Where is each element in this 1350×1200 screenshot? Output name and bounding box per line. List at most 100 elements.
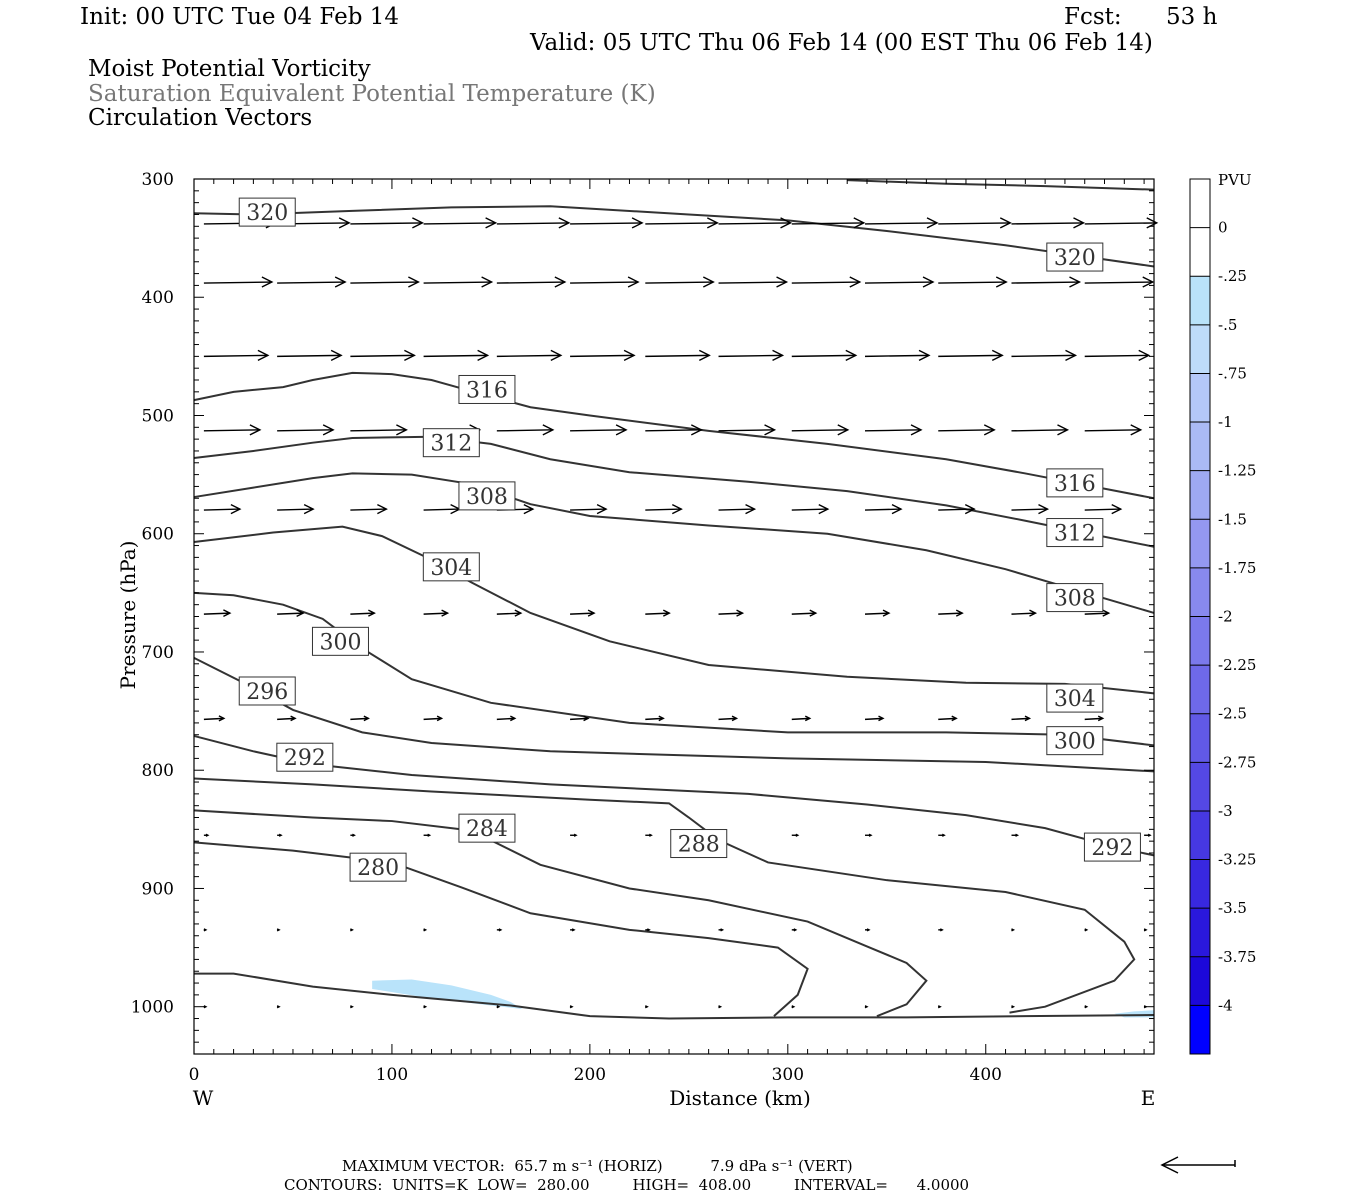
colorbar-swatch bbox=[1190, 1005, 1210, 1054]
circulation-vector bbox=[1084, 609, 1111, 617]
colorbar-swatch bbox=[1190, 227, 1210, 277]
circulation-vector bbox=[569, 1005, 574, 1009]
circulation-vector bbox=[1144, 833, 1152, 837]
contour-labels: 320 320 316 316 312 312 308 308 304 304 300 300 296 2… bbox=[238, 197, 1141, 882]
reference-vector-icon bbox=[1160, 1156, 1236, 1174]
colorbar-label: -.25 bbox=[1218, 267, 1247, 285]
circulation-vector bbox=[350, 276, 420, 288]
contour-line-312 bbox=[193, 435, 1155, 548]
colorbar-label: -.75 bbox=[1218, 364, 1247, 382]
circulation-vector bbox=[938, 349, 1004, 361]
init-time: Init: 00 UTC Tue 04 Feb 14 bbox=[80, 4, 400, 30]
theta-es-contours bbox=[193, 179, 1155, 1020]
circulation-vector bbox=[1011, 1005, 1016, 1009]
circulation-vector bbox=[1084, 424, 1143, 436]
y-tick-label: 300 bbox=[142, 170, 174, 190]
circulation-vector bbox=[570, 276, 640, 288]
circulation-vector bbox=[350, 503, 388, 515]
circulation-vector bbox=[791, 609, 818, 617]
circulation-vector bbox=[938, 833, 946, 837]
circulation-vector bbox=[1084, 1005, 1089, 1009]
circulation-vector bbox=[276, 928, 281, 932]
contour-line-296 bbox=[193, 656, 1155, 773]
contour-label: 292 bbox=[1091, 836, 1133, 861]
contour-label-box bbox=[422, 552, 480, 582]
circulation-vector bbox=[350, 217, 424, 229]
circulation-vector bbox=[718, 503, 757, 515]
circulation-vector bbox=[645, 609, 671, 617]
circulation-vector bbox=[938, 217, 1012, 229]
plot-frame bbox=[193, 178, 1155, 1055]
circulation-vector bbox=[203, 424, 262, 436]
contour-line-300 bbox=[193, 591, 1155, 747]
circulation-vector bbox=[570, 503, 608, 515]
circulation-vector bbox=[645, 503, 683, 515]
circulation-vector bbox=[350, 833, 356, 837]
contour-label-box bbox=[1046, 518, 1104, 548]
circulation-vector bbox=[423, 833, 432, 837]
contour-label-box bbox=[458, 481, 516, 511]
circulation-vector bbox=[645, 276, 715, 288]
circulation-vector bbox=[496, 217, 571, 229]
circulation-vector bbox=[496, 424, 555, 436]
mpv-shading bbox=[372, 979, 1154, 1018]
colorbar-swatch bbox=[1190, 616, 1210, 666]
circulation-vector bbox=[496, 928, 503, 932]
circulation-vector bbox=[718, 424, 777, 436]
circulation-vector bbox=[1084, 928, 1089, 932]
y-axis-label: Pressure (hPa) bbox=[116, 541, 140, 690]
contour-label: 304 bbox=[1054, 687, 1096, 712]
circulation-vector bbox=[570, 833, 578, 837]
circulation-vector bbox=[203, 349, 270, 361]
contour-label-box bbox=[238, 676, 296, 706]
circulation-vector bbox=[644, 1005, 649, 1009]
x-tick-label: 200 bbox=[574, 1065, 606, 1085]
x-tick-label: 400 bbox=[970, 1065, 1002, 1085]
contour-label: 312 bbox=[430, 432, 472, 457]
circulation-vector bbox=[791, 715, 812, 722]
circulation-vector bbox=[1011, 833, 1020, 837]
circulation-vector bbox=[1011, 349, 1078, 361]
circulation-vector bbox=[423, 217, 498, 229]
contour-label: 320 bbox=[1054, 246, 1096, 271]
circulation-vector bbox=[718, 349, 785, 361]
circulation-vector bbox=[570, 217, 644, 229]
mpv-fill bbox=[372, 979, 523, 1010]
circulation-vector bbox=[423, 609, 450, 617]
circulation-vector bbox=[350, 424, 408, 436]
colorbar-label: -1.75 bbox=[1218, 559, 1256, 577]
x-tick-label: 300 bbox=[772, 1065, 804, 1085]
circulation-vector bbox=[277, 503, 315, 515]
colorbar-swatch bbox=[1190, 908, 1210, 957]
circulation-vector bbox=[865, 276, 935, 288]
circulation-vector bbox=[1011, 609, 1038, 617]
colorbar-swatch bbox=[1190, 422, 1210, 471]
contour-label: 308 bbox=[1054, 587, 1096, 612]
circulation-vector bbox=[570, 424, 628, 436]
east-label: E bbox=[1141, 1086, 1156, 1110]
colorbar-label: -2.75 bbox=[1218, 753, 1256, 771]
circulation-vector bbox=[496, 609, 523, 617]
circulation-vector bbox=[791, 424, 850, 436]
colorbar: PVU 0 -.25 -.5 -.75 -1 -1.25 -1.5 -1.75 -2 -2.25 -2… bbox=[1189, 171, 1256, 1055]
circulation-vector bbox=[277, 715, 297, 722]
colorbar-label: -1 bbox=[1218, 413, 1233, 431]
circulation-vector bbox=[718, 1005, 723, 1009]
forecast-label: Fcst: bbox=[1064, 4, 1122, 30]
circulation-vector bbox=[570, 349, 636, 361]
circulation-vector bbox=[570, 715, 590, 722]
circulation-vector bbox=[791, 1005, 796, 1009]
y-tick-label: 900 bbox=[142, 879, 174, 899]
colorbar-label: -1.5 bbox=[1218, 510, 1247, 528]
west-label: W bbox=[193, 1086, 214, 1110]
colorbar-swatch bbox=[1190, 810, 1210, 860]
circulation-vector bbox=[277, 424, 335, 436]
colorbar-unit: PVU bbox=[1218, 171, 1252, 189]
colorbar-swatch bbox=[1190, 713, 1210, 763]
circulation-vector bbox=[350, 715, 370, 722]
circulation-vector bbox=[938, 609, 964, 617]
contour-label: 312 bbox=[1054, 522, 1096, 547]
circulation-vector bbox=[718, 276, 789, 288]
circulation-vector bbox=[1011, 715, 1032, 722]
circulation-vector bbox=[865, 833, 873, 837]
